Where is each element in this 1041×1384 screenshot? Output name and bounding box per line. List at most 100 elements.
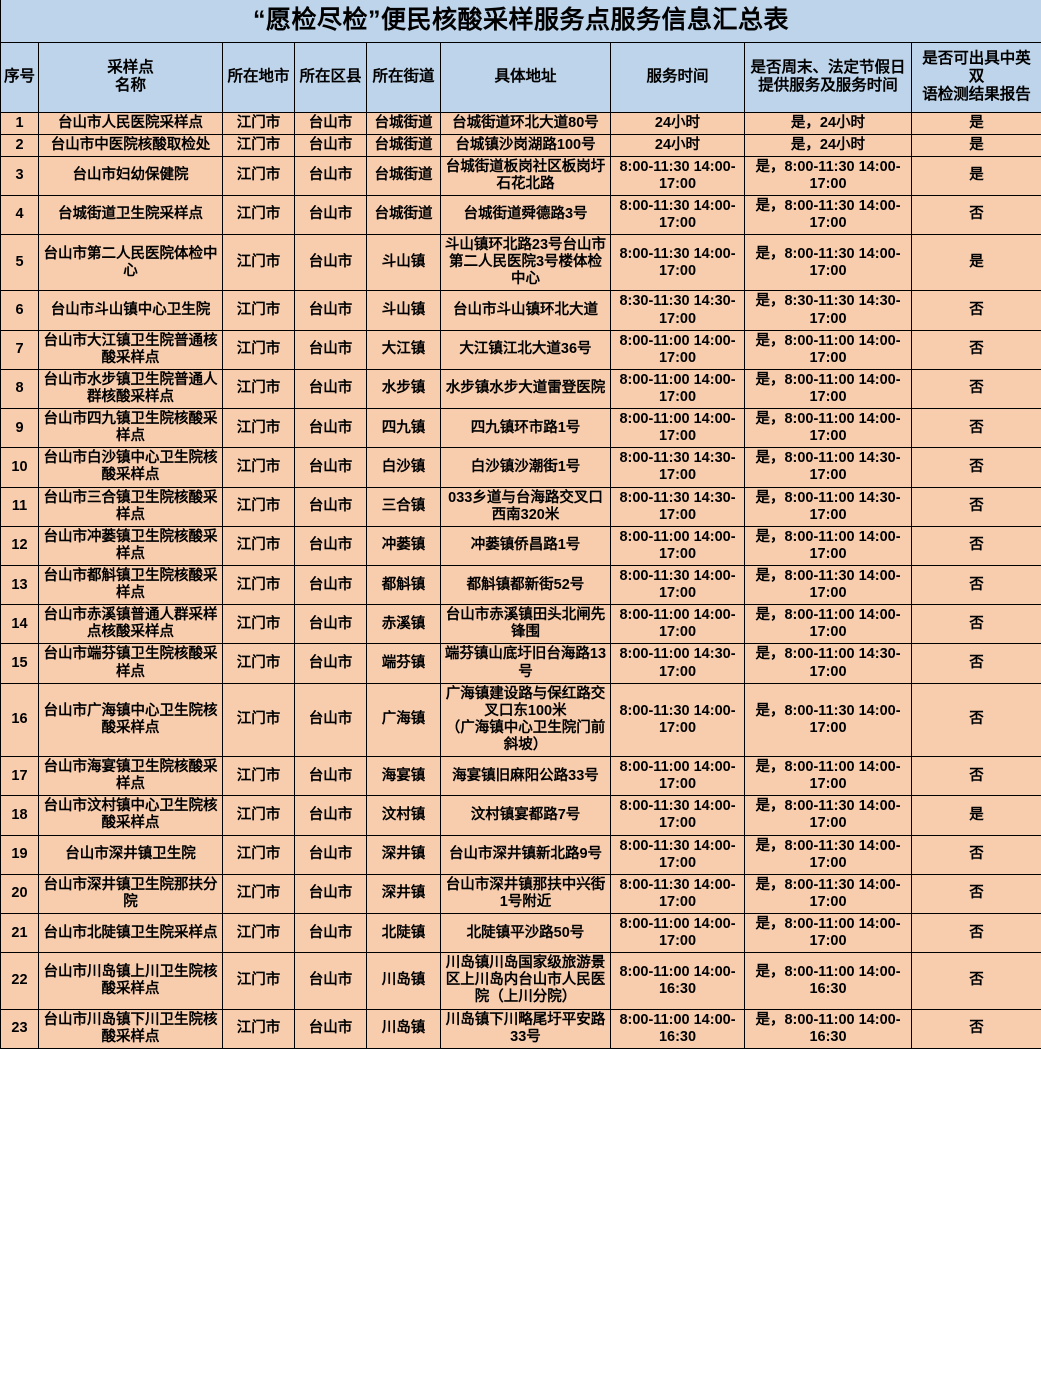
cell-weekend: 是，8:00-11:30 14:00-17:00 xyxy=(744,565,912,606)
cell-district: 台山市 xyxy=(294,1008,367,1049)
column-header-bilingual: 是否可出具中英双 语检测结果报告 xyxy=(910,41,1041,113)
cell-weekend: 是，8:00-11:30 14:00-17:00 xyxy=(744,834,912,875)
cell-address: 川岛镇下川略尾圩平安路33号 xyxy=(440,1008,611,1049)
cell-bilingual: 是 xyxy=(910,133,1041,157)
cell-name: 台山市端芬镇卫生院核酸采样点 xyxy=(38,643,223,684)
cell-address: 汶村镇宴都路7号 xyxy=(440,795,611,836)
cell-hours: 8:00-11:30 14:00-17:00 xyxy=(610,155,745,196)
cell-street: 大江镇 xyxy=(366,329,441,370)
cell-name: 台山市汶村镇中心卫生院核酸采样点 xyxy=(38,795,223,836)
column-header-weekend: 是否周末、法定节假日 提供服务及服务时间 xyxy=(744,41,912,113)
table-row: 13 台山市都斛镇卫生院核酸采样点 江门市 台山市 都斛镇 都斛镇都新街52号 8:00-1… xyxy=(0,565,1041,606)
cell-district: 台山市 xyxy=(294,447,367,488)
cell-city: 江门市 xyxy=(222,447,295,488)
cell-bilingual: 否 xyxy=(910,834,1041,875)
table-row: 12 台山市冲蒌镇卫生院核酸采样点 江门市 台山市 冲蒌镇 冲蒌镇侨昌路1号 8:00-11… xyxy=(0,525,1041,567)
cell-street: 台城街道 xyxy=(366,155,441,196)
cell-seq: 8 xyxy=(0,368,39,410)
cell-seq: 7 xyxy=(0,329,39,370)
cell-street: 海宴镇 xyxy=(366,756,441,797)
cell-seq: 18 xyxy=(0,795,39,836)
cell-seq: 22 xyxy=(0,952,39,1010)
column-header-address: 具体地址 xyxy=(440,41,611,113)
cell-street: 台城街道 xyxy=(366,133,441,157)
table-row: 9 台山市四九镇卫生院核酸采样点 江门市 台山市 四九镇 四九镇环市路1号 8:00-11:… xyxy=(0,408,1041,449)
cell-weekend: 是，8:00-11:00 14:00-17:00 xyxy=(744,604,912,645)
table-row: 18 台山市汶村镇中心卫生院核酸采样点 江门市 台山市 汶村镇 汶村镇宴都路7号 8:00-… xyxy=(0,795,1041,836)
cell-city: 江门市 xyxy=(222,795,295,836)
cell-name: 台山市川岛镇上川卫生院核酸采样点 xyxy=(38,952,223,1010)
table-row: 15 台山市端芬镇卫生院核酸采样点 江门市 台山市 端芬镇 端芬镇山底圩旧台海路13号 8:… xyxy=(0,643,1041,684)
cell-hours: 8:00-11:00 14:00-16:30 xyxy=(610,1008,745,1049)
cell-seq: 16 xyxy=(0,682,39,758)
table-row: 16 台山市广海镇中心卫生院核酸采样点 江门市 台山市 广海镇 广海镇建设路与保红路交叉口… xyxy=(0,682,1041,758)
cell-district: 台山市 xyxy=(294,133,367,157)
cell-street: 白沙镇 xyxy=(366,447,441,488)
cell-street: 端芬镇 xyxy=(366,643,441,684)
cell-seq: 6 xyxy=(0,290,39,331)
cell-address: 冲蒌镇侨昌路1号 xyxy=(440,525,611,567)
cell-hours: 8:00-11:30 14:00-17:00 xyxy=(610,682,745,758)
cell-street: 三合镇 xyxy=(366,486,441,527)
cell-bilingual: 是 xyxy=(910,795,1041,836)
cell-hours: 8:00-11:30 14:00-17:00 xyxy=(610,795,745,836)
cell-bilingual: 否 xyxy=(910,952,1041,1010)
cell-hours: 8:00-11:30 14:00-17:00 xyxy=(610,834,745,875)
cell-bilingual: 是 xyxy=(910,111,1041,135)
cell-name: 台山市妇幼保健院 xyxy=(38,155,223,196)
cell-city: 江门市 xyxy=(222,368,295,410)
cell-weekend: 是，8:00-11:30 14:00-17:00 xyxy=(744,682,912,758)
cell-hours: 8:00-11:30 14:00-17:00 xyxy=(610,194,745,236)
cell-weekend: 是，8:00-11:30 14:00-17:00 xyxy=(744,155,912,196)
cell-district: 台山市 xyxy=(294,912,367,954)
cell-district: 台山市 xyxy=(294,643,367,684)
cell-district: 台山市 xyxy=(294,756,367,797)
cell-weekend: 是，8:00-11:30 14:00-17:00 xyxy=(744,873,912,914)
cell-name: 台山市广海镇中心卫生院核酸采样点 xyxy=(38,682,223,758)
cell-seq: 20 xyxy=(0,873,39,914)
cell-street: 川岛镇 xyxy=(366,952,441,1010)
cell-district: 台山市 xyxy=(294,682,367,758)
cell-seq: 13 xyxy=(0,565,39,606)
cell-seq: 12 xyxy=(0,525,39,567)
cell-hours: 24小时 xyxy=(610,133,745,157)
cell-hours: 8:00-11:30 14:00-17:00 xyxy=(610,565,745,606)
cell-hours: 8:00-11:30 14:30-17:00 xyxy=(610,486,745,527)
cell-seq: 3 xyxy=(0,155,39,196)
cell-city: 江门市 xyxy=(222,873,295,914)
column-header-city: 所在地市 xyxy=(222,41,295,113)
cell-address: 台山市赤溪镇田头北闸先锋围 xyxy=(440,604,611,645)
cell-seq: 2 xyxy=(0,133,39,157)
cell-city: 江门市 xyxy=(222,194,295,236)
cell-street: 冲蒌镇 xyxy=(366,525,441,567)
cell-city: 江门市 xyxy=(222,525,295,567)
cell-hours: 8:00-11:00 14:00-16:30 xyxy=(610,952,745,1010)
cell-district: 台山市 xyxy=(294,486,367,527)
cell-hours: 8:00-11:00 14:00-17:00 xyxy=(610,525,745,567)
table-row: 14 台山市赤溪镇普通人群采样点核酸采样点 江门市 台山市 赤溪镇 台山市赤溪镇田头北闸先… xyxy=(0,604,1041,645)
cell-hours: 8:00-11:30 14:30-17:00 xyxy=(610,447,745,488)
column-header-district: 所在区县 xyxy=(294,41,367,113)
cell-city: 江门市 xyxy=(222,408,295,449)
cell-seq: 5 xyxy=(0,234,39,292)
cell-weekend: 是，8:00-11:00 14:00-17:00 xyxy=(744,329,912,370)
cell-bilingual: 否 xyxy=(910,408,1041,449)
table-row: 2 台山市中医院核酸取检处 江门市 台山市 台城街道 台城镇沙岗湖路100号 24小时 是，2… xyxy=(0,133,1041,157)
cell-city: 江门市 xyxy=(222,565,295,606)
cell-city: 江门市 xyxy=(222,682,295,758)
cell-bilingual: 否 xyxy=(910,525,1041,567)
table-row: 19 台山市深井镇卫生院 江门市 台山市 深井镇 台山市深井镇新北路9号 8:00-11:3… xyxy=(0,834,1041,875)
cell-seq: 17 xyxy=(0,756,39,797)
cell-bilingual: 是 xyxy=(910,155,1041,196)
cell-bilingual: 否 xyxy=(910,756,1041,797)
cell-name: 台山市中医院核酸取检处 xyxy=(38,133,223,157)
cell-hours: 8:00-11:00 14:00-17:00 xyxy=(610,368,745,410)
cell-street: 川岛镇 xyxy=(366,1008,441,1049)
cell-district: 台山市 xyxy=(294,155,367,196)
cell-hours: 8:00-11:30 14:00-17:00 xyxy=(610,873,745,914)
cell-name: 台山市白沙镇中心卫生院核酸采样点 xyxy=(38,447,223,488)
cell-hours: 8:00-11:00 14:00-17:00 xyxy=(610,329,745,370)
cell-hours: 8:00-11:00 14:00-17:00 xyxy=(610,912,745,954)
cell-bilingual: 否 xyxy=(910,194,1041,236)
cell-district: 台山市 xyxy=(294,234,367,292)
